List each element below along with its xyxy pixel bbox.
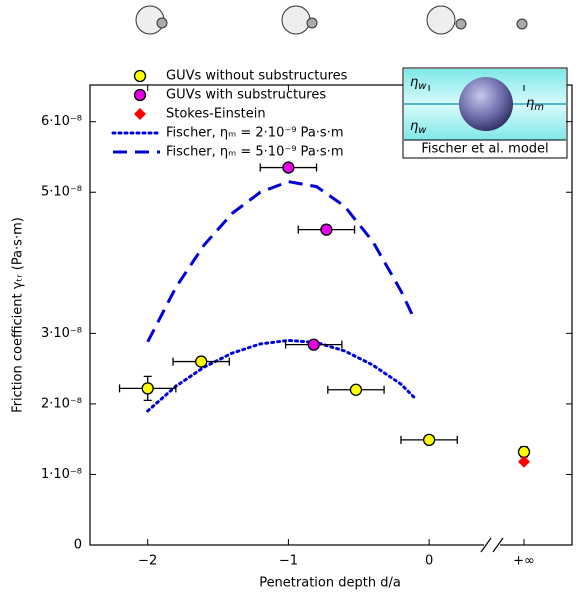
top-icons	[135, 5, 528, 35]
y-tick-label: 6·10⁻⁸	[41, 114, 82, 129]
legend-marker	[133, 69, 147, 83]
x-axis-label: Penetration depth d/a	[259, 576, 401, 591]
x-tick-label: +∞	[513, 554, 535, 569]
fit-line	[146, 338, 417, 413]
legend-label: GUVs without substructures	[166, 69, 348, 84]
legend-label: Stokes-Einstein	[166, 107, 266, 122]
x-tick-label: −2	[138, 554, 157, 569]
y-tick-label: 2·10⁻⁸	[41, 396, 82, 411]
y-tick-label: 3·10⁻⁸	[41, 326, 82, 341]
x-tick-label: 0	[425, 554, 433, 569]
point	[282, 161, 295, 174]
legend-marker	[134, 108, 146, 120]
inset-label: ηm	[526, 96, 544, 114]
y-axis-label: Friction coefficient γₜᵣ (Pa·s·m)	[11, 217, 26, 413]
point	[195, 355, 208, 368]
x-tick-label: −1	[279, 554, 298, 569]
legend-marker	[133, 88, 147, 102]
legend-label: GUVs with substructures	[166, 88, 326, 103]
inset-label: ηw	[410, 75, 427, 93]
inset-caption: Fischer et al. model	[421, 142, 548, 157]
point	[422, 433, 436, 447]
inset: ηw ηm ηw Fischer et al. model	[402, 67, 568, 159]
point	[320, 223, 333, 236]
point	[349, 383, 363, 396]
y-tick-label: 1·10⁻⁸	[41, 467, 82, 482]
legend-label: Fischer, ηₘ = 2·10⁻⁹ Pa·s·m	[166, 126, 343, 141]
plot-frame	[89, 84, 573, 546]
point	[518, 455, 530, 468]
y-tick-label: 0	[74, 538, 82, 553]
point	[307, 338, 320, 351]
inset-label: ηw	[410, 119, 427, 137]
fit-line	[146, 180, 417, 343]
point	[141, 382, 154, 395]
legend-label: Fischer, ηₘ = 5·10⁻⁹ Pa·s·m	[166, 145, 343, 160]
y-tick-label: 5·10⁻⁸	[41, 185, 82, 200]
point	[517, 445, 531, 459]
